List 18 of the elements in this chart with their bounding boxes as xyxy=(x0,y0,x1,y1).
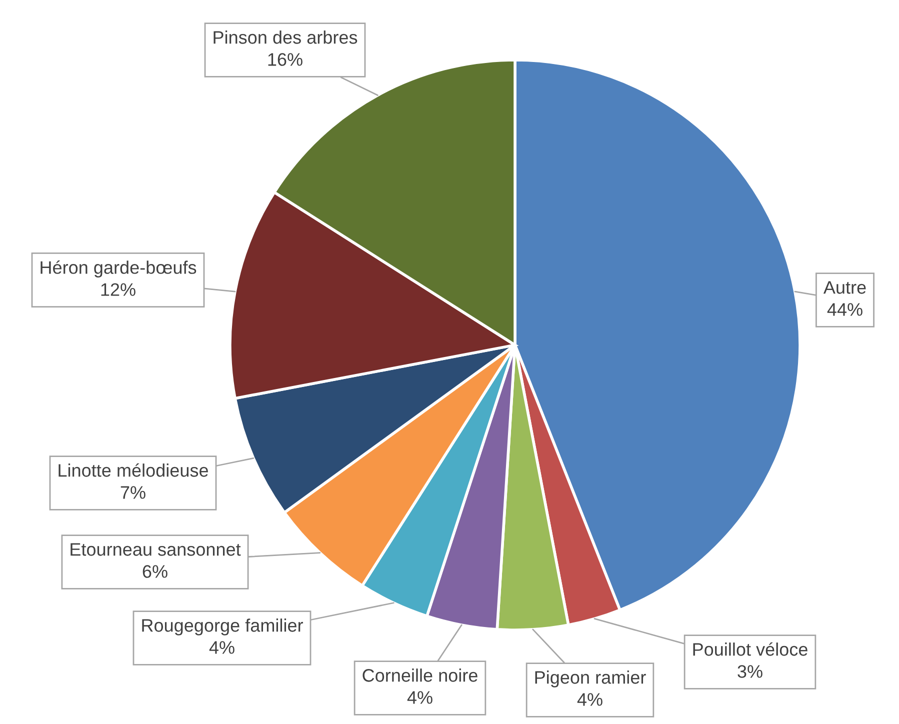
data-label: 12% xyxy=(101,283,136,296)
slice-label: Pinson des arbres xyxy=(214,30,358,44)
slice-label: Pigeon ramier xyxy=(535,670,646,688)
slice-label: Linotte mélodieuse xyxy=(58,463,208,477)
slice-label: Etourneau sansonnet xyxy=(70,543,241,556)
data-label: 16% xyxy=(268,53,302,66)
slice-label: Corneille noire xyxy=(362,668,478,682)
slice-label: Héron garde-bœufs xyxy=(40,260,196,278)
data-label: 6% xyxy=(142,565,168,578)
data-label: 3% xyxy=(738,665,762,678)
data-label: 4% xyxy=(209,641,234,654)
data-label: 4% xyxy=(407,691,432,704)
data-label: 4% xyxy=(577,693,602,706)
slice-label: Rougegorge familier xyxy=(142,618,303,636)
data-label: 44% xyxy=(827,303,862,316)
slice-label: Autre xyxy=(823,281,866,294)
data-label: 7% xyxy=(120,486,146,499)
slice-label: Pouillot véloce xyxy=(693,642,808,656)
